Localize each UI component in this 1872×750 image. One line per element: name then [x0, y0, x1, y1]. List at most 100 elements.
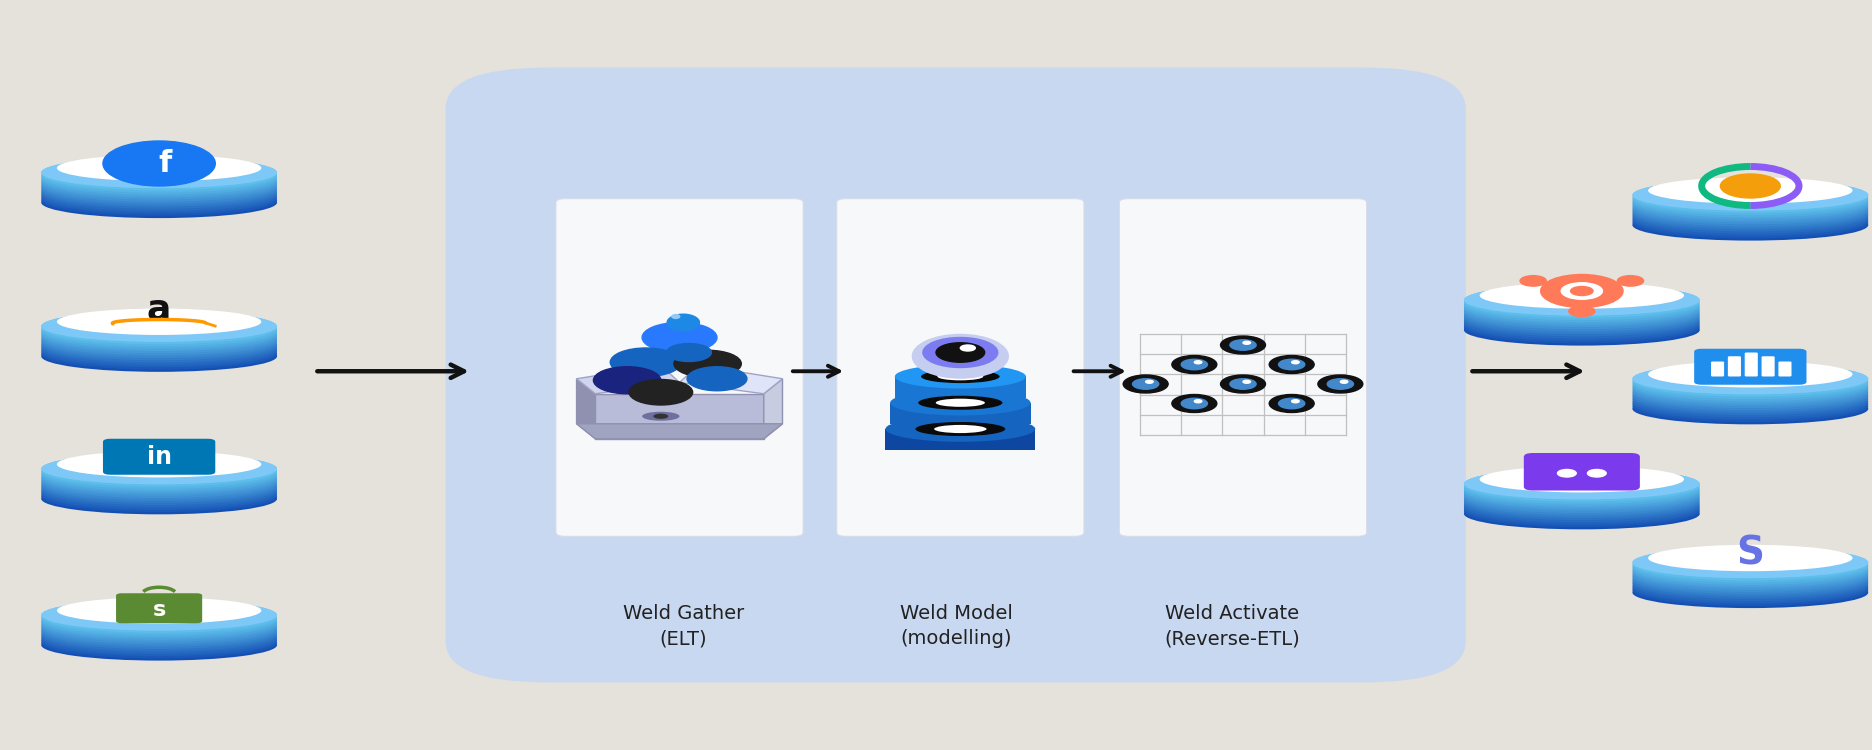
Ellipse shape — [41, 620, 277, 651]
Text: Weld Gather
(ELT): Weld Gather (ELT) — [623, 604, 743, 648]
Ellipse shape — [1632, 391, 1868, 422]
Circle shape — [1269, 394, 1314, 412]
Ellipse shape — [1632, 559, 1868, 590]
Ellipse shape — [1632, 200, 1868, 231]
Ellipse shape — [1632, 563, 1868, 594]
Circle shape — [1181, 359, 1207, 370]
Ellipse shape — [41, 483, 277, 514]
Circle shape — [1541, 274, 1623, 308]
Ellipse shape — [885, 416, 1035, 442]
Ellipse shape — [41, 327, 277, 358]
Ellipse shape — [1464, 314, 1700, 346]
Ellipse shape — [41, 476, 277, 508]
Ellipse shape — [1464, 482, 1700, 513]
Ellipse shape — [1632, 572, 1868, 604]
Ellipse shape — [41, 474, 277, 505]
Ellipse shape — [41, 458, 277, 489]
Ellipse shape — [1632, 574, 1868, 606]
Ellipse shape — [895, 364, 1026, 388]
Circle shape — [923, 338, 998, 368]
Ellipse shape — [41, 334, 277, 365]
FancyBboxPatch shape — [1762, 356, 1775, 376]
Ellipse shape — [1632, 547, 1868, 578]
Text: Weld Activate
(Reverse-ETL): Weld Activate (Reverse-ETL) — [1164, 604, 1299, 648]
Ellipse shape — [1464, 468, 1700, 500]
Ellipse shape — [41, 616, 277, 646]
Ellipse shape — [1464, 491, 1700, 523]
Circle shape — [1243, 380, 1250, 383]
Ellipse shape — [41, 180, 277, 212]
Polygon shape — [680, 365, 782, 394]
Ellipse shape — [41, 453, 277, 484]
Ellipse shape — [1647, 361, 1853, 388]
Ellipse shape — [41, 313, 277, 344]
Ellipse shape — [41, 463, 277, 494]
Ellipse shape — [41, 173, 277, 204]
Circle shape — [1181, 398, 1207, 409]
Ellipse shape — [891, 390, 1031, 416]
Ellipse shape — [936, 399, 985, 406]
Circle shape — [936, 343, 985, 362]
Ellipse shape — [912, 334, 1009, 379]
Circle shape — [1172, 394, 1217, 412]
Circle shape — [103, 141, 215, 186]
Circle shape — [1558, 470, 1576, 477]
Ellipse shape — [41, 606, 277, 638]
Ellipse shape — [41, 320, 277, 351]
Ellipse shape — [1479, 466, 1685, 493]
Ellipse shape — [672, 314, 681, 320]
Ellipse shape — [56, 597, 262, 624]
Ellipse shape — [41, 453, 277, 484]
Ellipse shape — [41, 470, 277, 500]
Circle shape — [1221, 336, 1265, 354]
Text: S: S — [1737, 535, 1763, 572]
Circle shape — [1230, 340, 1256, 350]
Polygon shape — [885, 429, 1035, 450]
Ellipse shape — [1632, 365, 1868, 397]
Polygon shape — [577, 365, 680, 394]
Ellipse shape — [41, 169, 277, 200]
FancyBboxPatch shape — [1745, 352, 1758, 376]
Ellipse shape — [56, 154, 262, 182]
Ellipse shape — [1632, 194, 1868, 224]
Circle shape — [610, 348, 681, 376]
Ellipse shape — [1632, 380, 1868, 410]
Ellipse shape — [1632, 577, 1868, 608]
Ellipse shape — [1464, 475, 1700, 506]
Ellipse shape — [41, 171, 277, 202]
Circle shape — [1292, 361, 1299, 364]
Ellipse shape — [41, 625, 277, 656]
Text: f: f — [157, 149, 172, 178]
Ellipse shape — [1632, 179, 1868, 211]
Ellipse shape — [642, 412, 680, 421]
Ellipse shape — [1632, 386, 1868, 418]
Ellipse shape — [915, 422, 1005, 436]
Circle shape — [666, 344, 711, 362]
Ellipse shape — [1464, 301, 1700, 332]
Circle shape — [1561, 283, 1602, 299]
Circle shape — [642, 322, 717, 352]
Ellipse shape — [1647, 177, 1853, 204]
Polygon shape — [577, 379, 595, 439]
Polygon shape — [891, 403, 1031, 424]
Ellipse shape — [1632, 384, 1868, 415]
Ellipse shape — [41, 478, 277, 510]
Ellipse shape — [1632, 182, 1868, 213]
Circle shape — [1569, 306, 1595, 316]
Ellipse shape — [41, 602, 277, 633]
Ellipse shape — [1632, 554, 1868, 585]
Ellipse shape — [1464, 291, 1700, 322]
Ellipse shape — [41, 164, 277, 195]
Ellipse shape — [1632, 377, 1868, 408]
Ellipse shape — [41, 611, 277, 642]
Circle shape — [1571, 286, 1593, 296]
Ellipse shape — [1464, 489, 1700, 520]
Ellipse shape — [1464, 484, 1700, 515]
FancyBboxPatch shape — [1711, 362, 1724, 376]
Ellipse shape — [1632, 363, 1868, 394]
Ellipse shape — [1632, 370, 1868, 401]
Ellipse shape — [1632, 382, 1868, 412]
Ellipse shape — [41, 618, 277, 649]
Circle shape — [1720, 174, 1780, 198]
Circle shape — [1279, 359, 1305, 370]
